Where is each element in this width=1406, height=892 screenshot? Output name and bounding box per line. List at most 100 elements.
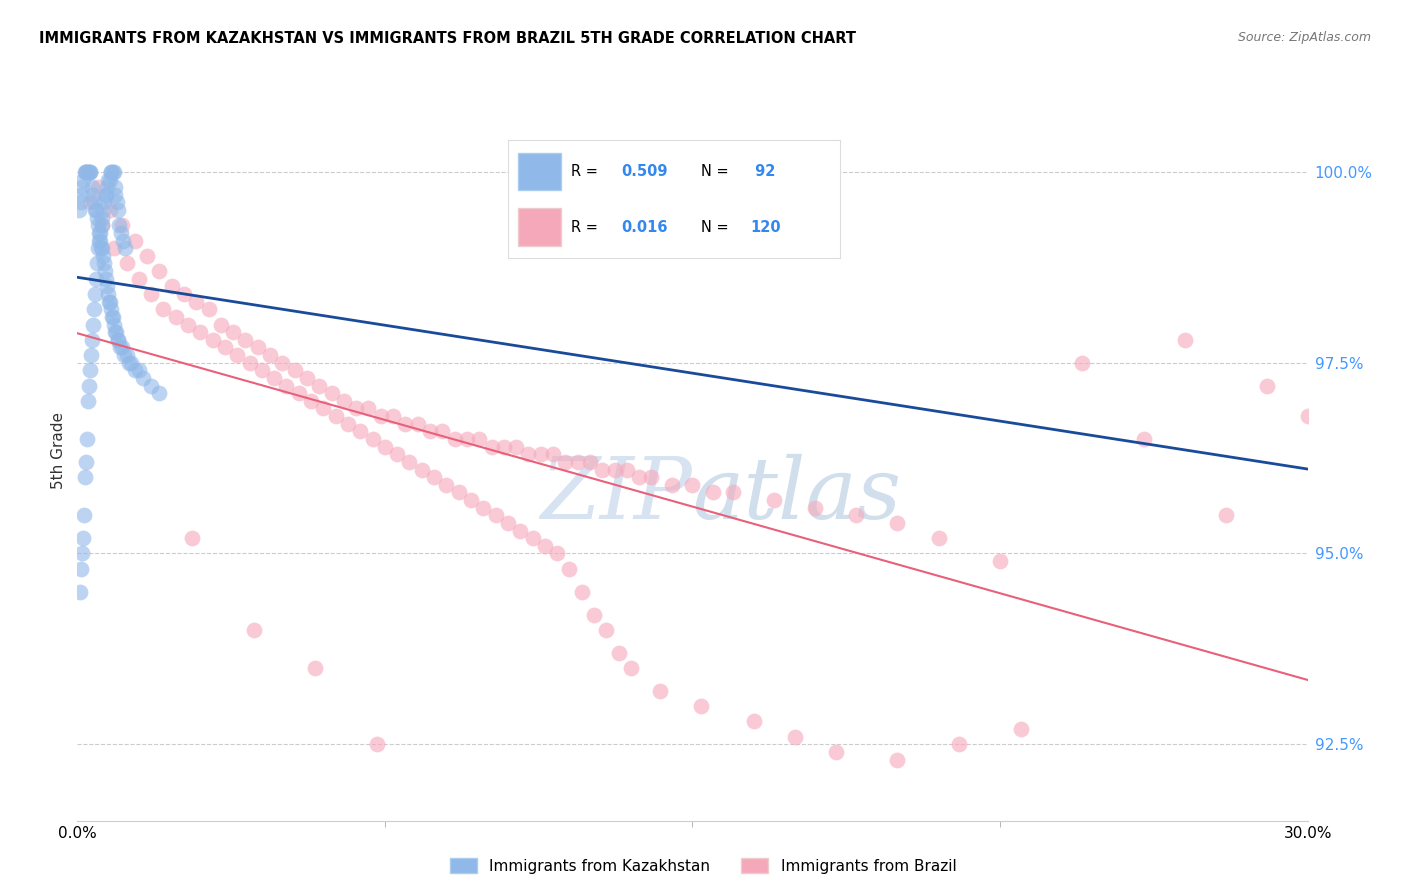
Point [620,661,643,675]
Point [591,462,613,476]
Point [103,165,125,179]
Point [583,607,606,622]
Point [640,470,662,484]
Point [96,279,118,293]
Point [411,462,433,476]
Point [432,425,454,439]
Point [928,531,950,545]
Point [86,211,108,225]
Point [141,378,163,392]
Point [723,485,745,500]
Point [394,417,416,431]
Point [70,562,93,576]
Text: Source: ZipAtlas.com: Source: ZipAtlas.com [1237,31,1371,45]
Point [546,547,568,561]
Point [90,219,114,233]
Point [148,264,170,278]
Point [239,356,262,370]
Point [188,325,212,339]
Point [702,485,724,500]
Point [571,584,593,599]
Point [70,547,93,561]
Point [530,447,553,461]
Point [886,753,908,767]
Point [595,623,617,637]
Point [103,241,125,255]
Point [284,363,307,377]
Point [1132,432,1154,446]
Point [107,202,129,217]
Point [87,234,110,248]
Point [468,432,491,446]
Point [107,333,129,347]
Point [115,256,138,270]
Point [567,455,589,469]
Point [344,401,367,416]
Point [271,356,294,370]
Point [114,348,136,362]
Point [165,310,187,324]
Point [988,554,1011,568]
Point [763,493,786,508]
Point [91,211,114,225]
Point [87,219,110,233]
Point [104,187,127,202]
Point [419,425,441,439]
Point [100,165,122,179]
Point [304,661,326,675]
Point [94,187,117,202]
Point [98,294,121,309]
Point [100,302,122,317]
Text: atlas: atlas [693,453,901,536]
Text: IMMIGRANTS FROM KAZAKHSTAN VS IMMIGRANTS FROM BRAZIL 5TH GRADE CORRELATION CHART: IMMIGRANTS FROM KAZAKHSTAN VS IMMIGRANTS… [39,31,856,46]
Point [98,172,121,186]
Point [173,287,195,301]
Point [93,256,115,270]
Point [90,241,114,255]
Point [616,462,638,476]
Point [357,401,380,416]
Point [98,202,121,217]
Point [110,340,132,354]
Point [75,470,97,484]
Point [87,226,110,240]
Point [72,531,94,545]
Point [804,500,827,515]
Point [82,318,104,332]
Point [308,378,330,392]
Point [93,195,115,210]
Point [75,165,97,179]
Point [104,180,127,194]
Point [628,470,651,484]
Point [886,516,908,530]
Point [689,699,711,714]
Point [496,516,519,530]
Point [87,180,110,194]
Point [222,325,245,339]
Point [554,455,576,469]
Point [79,165,101,179]
Point [96,180,118,194]
Point [77,165,100,179]
Point [94,271,117,285]
Point [75,165,97,179]
Point [522,531,544,545]
Point [101,310,124,324]
Point [1174,333,1197,347]
Point [783,730,806,744]
Point [246,340,269,354]
Point [447,485,470,500]
Point [77,393,100,408]
Point [443,432,465,446]
Point [186,294,208,309]
Point [112,234,135,248]
Point [114,241,136,255]
Point [120,356,142,370]
Point [96,187,118,202]
Point [288,386,311,401]
Point [111,340,134,354]
Point [90,219,112,233]
Point [100,165,122,179]
Point [73,508,96,523]
Point [406,417,429,431]
